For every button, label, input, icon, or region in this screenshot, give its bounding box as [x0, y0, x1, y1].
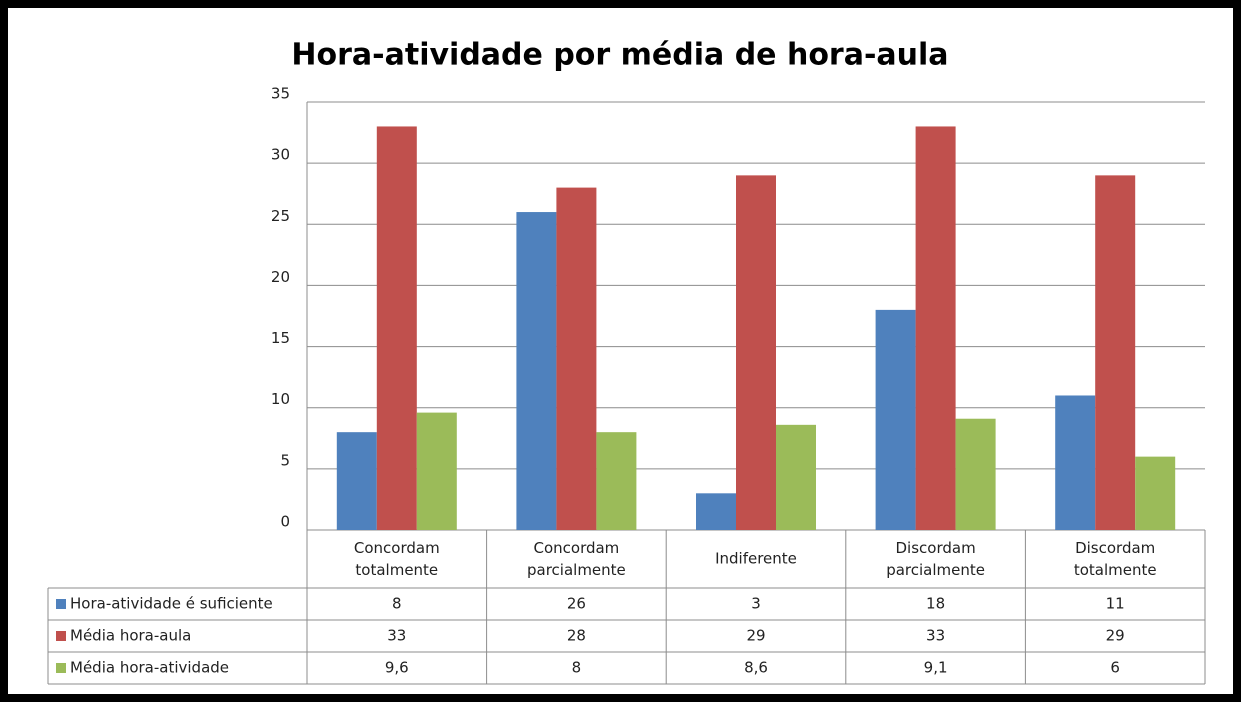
table-value: 11: [1106, 595, 1125, 613]
legend-label: Hora-atividade é suficiente: [70, 595, 273, 613]
x-tick-label: Discordam totalmente: [1074, 539, 1157, 579]
bar: [336, 432, 377, 530]
bar: [376, 126, 417, 530]
table-value: 9,1: [924, 659, 948, 677]
bar: [955, 418, 996, 530]
bar: [1055, 395, 1096, 530]
y-tick-label: 0: [280, 513, 290, 531]
chart-background: [8, 8, 1233, 694]
table-value: 8,6: [744, 659, 768, 677]
table-value: 33: [926, 627, 945, 645]
legend-swatch: [56, 663, 66, 673]
y-tick-label: 5: [280, 451, 290, 469]
bar: [1095, 175, 1136, 530]
bar: [875, 309, 916, 530]
bar: [915, 126, 956, 530]
table-value: 29: [746, 627, 765, 645]
chart-title: Hora-atividade por média de hora-aula: [291, 38, 948, 73]
table-value: 9,6: [385, 659, 409, 677]
table-value: 3: [751, 595, 761, 613]
table-value: 29: [1106, 627, 1125, 645]
bar: [776, 424, 816, 530]
y-tick-label: 25: [271, 207, 290, 225]
y-tick-label: 15: [271, 329, 290, 347]
y-tick-label: 20: [271, 268, 290, 286]
y-tick-label: 35: [271, 85, 290, 103]
y-tick-label: 10: [271, 390, 290, 408]
table-value: 28: [567, 627, 586, 645]
table-value: 33: [387, 627, 406, 645]
x-tick-label: Concordam parcialmente: [527, 539, 626, 579]
legend-label: Média hora-aula: [70, 627, 191, 645]
bar: [416, 412, 457, 530]
bar: [1135, 456, 1176, 530]
legend-swatch: [56, 599, 66, 609]
bar: [556, 187, 597, 530]
bar: [596, 432, 637, 530]
legend-swatch: [56, 631, 66, 641]
bar: [516, 212, 557, 531]
table-value: 18: [926, 595, 945, 613]
bar: [696, 493, 736, 530]
table-value: 26: [567, 595, 586, 613]
x-tick-label: Indiferente: [715, 550, 797, 568]
x-tick-label: Concordam totalmente: [354, 539, 440, 579]
legend-label: Média hora-atividade: [70, 659, 229, 677]
table-value: 8: [392, 595, 402, 613]
y-tick-label: 30: [271, 146, 290, 164]
bar: [736, 175, 776, 530]
x-tick-label: Discordam parcialmente: [886, 539, 985, 579]
table-value: 8: [572, 659, 582, 677]
table-value: 6: [1110, 659, 1120, 677]
